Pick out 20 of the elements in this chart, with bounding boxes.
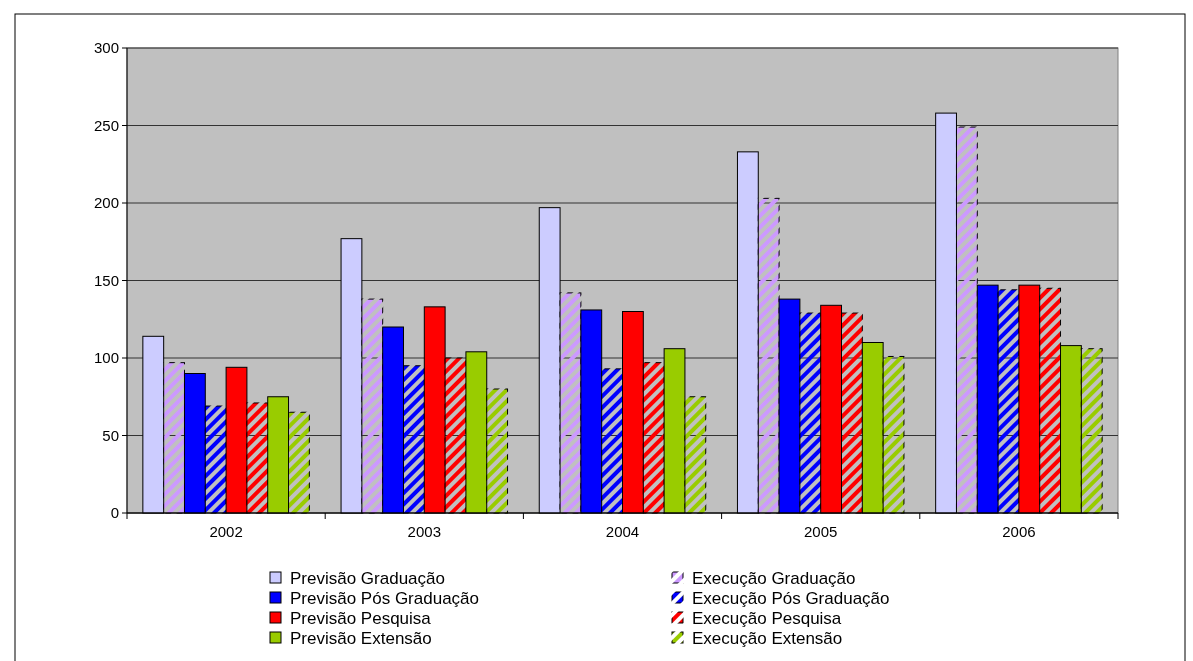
x-tick-label: 2004 <box>605 523 640 540</box>
legend-label: Execução Graduação <box>692 568 856 588</box>
y-tick-label: 50 <box>102 426 119 444</box>
y-tick-label: 100 <box>93 349 119 367</box>
legend-label: Previsão Extensão <box>290 628 432 648</box>
x-tick-label: 2003 <box>407 523 441 540</box>
legend-label: Execução Extensão <box>692 628 843 648</box>
legend-label: Previsão Pós Graduação <box>290 588 479 608</box>
legend-label: Execução Pós Graduação <box>692 588 890 608</box>
y-tick-label: 250 <box>93 116 119 134</box>
x-tick-label: 2005 <box>804 523 838 540</box>
x-tick-label: 2006 <box>1002 523 1036 540</box>
y-tick-label: 300 <box>93 39 119 57</box>
legend-label: Execução Pesquisa <box>692 608 842 628</box>
legend-label: Previsão Pesquisa <box>290 608 432 628</box>
y-tick-label: 200 <box>93 194 119 212</box>
legend-label: Previsão Graduação <box>290 568 445 588</box>
x-tick-label: 2002 <box>209 523 243 540</box>
y-tick-label: 150 <box>93 271 119 289</box>
y-tick-label: 0 <box>110 504 119 522</box>
